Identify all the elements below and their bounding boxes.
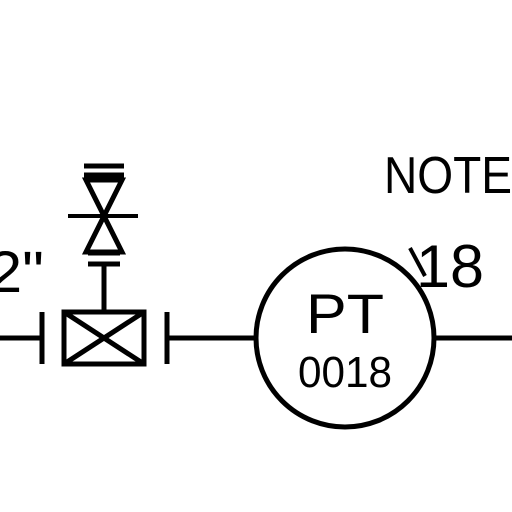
instrument-tag-number: 0018 <box>298 348 392 397</box>
inline-instrument-body <box>61 309 147 367</box>
note-label: NOTE <box>384 147 512 205</box>
vent-cap-icon <box>84 163 124 178</box>
line-size-label: 2" <box>0 240 44 305</box>
vent-valve-icon <box>68 177 138 255</box>
note-leader-line <box>408 247 427 277</box>
instrument-function-code: PT <box>306 282 384 345</box>
note-number: 18 <box>416 233 484 300</box>
